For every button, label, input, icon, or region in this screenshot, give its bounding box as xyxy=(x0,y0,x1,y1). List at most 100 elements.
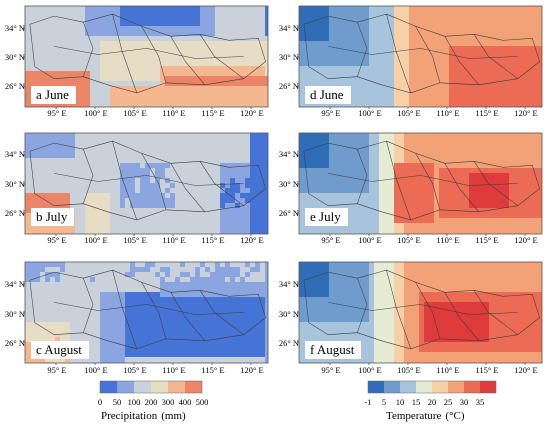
precip-tick-100: 100 xyxy=(127,397,141,407)
lat-label-26: 26° N xyxy=(278,338,299,348)
sub-basin-line xyxy=(415,26,441,83)
sub-basin-line xyxy=(357,22,368,77)
lon-label-105: 105° E xyxy=(123,365,147,375)
lat-label-26: 26° N xyxy=(4,81,25,91)
lon-label-115: 115° E xyxy=(201,235,225,245)
temp-colorbar-swatch xyxy=(400,381,416,393)
sub-basin-line xyxy=(328,173,518,186)
lat-label-34: 34° N xyxy=(4,149,25,159)
temp-tick-35: 35 xyxy=(475,397,485,407)
lon-label-95: 95° E xyxy=(47,365,67,375)
sub-basin-line xyxy=(444,36,480,85)
precip-tick-50: 50 xyxy=(112,397,122,407)
temp-colorbar-swatch xyxy=(432,381,448,393)
precip-legend-title: Precipitation (mm) xyxy=(101,410,186,423)
sub-basin-line xyxy=(54,173,244,186)
temp-legend-unit: (°C) xyxy=(445,410,465,422)
lon-label-105: 105° E xyxy=(397,235,421,245)
lat-label-30: 30° N xyxy=(278,179,299,189)
sub-basin-line xyxy=(54,46,244,59)
sub-basin-line xyxy=(199,290,244,335)
lon-label-95: 95° E xyxy=(321,365,341,375)
lon-label-120: 120° E xyxy=(514,108,538,118)
lon-label-110: 110° E xyxy=(162,108,186,118)
sub-basin-line xyxy=(83,278,94,333)
lat-label-34: 34° N xyxy=(4,279,25,289)
temp-tick-minus1: -1 xyxy=(364,397,372,407)
lon-label-105: 105° E xyxy=(123,108,147,118)
basin-boundary xyxy=(29,13,266,94)
temp-legend-title-text: Temperature xyxy=(386,410,442,422)
lat-label-34: 34° N xyxy=(278,23,299,33)
precip-colorbar-frame xyxy=(99,380,203,394)
precip-colorbar-swatch xyxy=(185,381,202,393)
lat-label-26: 26° N xyxy=(278,208,299,218)
lon-label-100: 100° E xyxy=(358,365,382,375)
lon-label-110: 110° E xyxy=(162,365,186,375)
sub-basin-line xyxy=(54,302,244,315)
lon-label-105: 105° E xyxy=(397,365,421,375)
panel-label-f: f August xyxy=(305,341,362,359)
sub-basin-line xyxy=(328,302,518,315)
lon-label-120: 120° E xyxy=(514,235,538,245)
lon-label-115: 115° E xyxy=(201,108,225,118)
precip-colorbar-swatch xyxy=(168,381,185,393)
sub-basin-line xyxy=(444,292,480,341)
panel-label-a: a June xyxy=(31,86,76,104)
lon-label-100: 100° E xyxy=(84,108,108,118)
lon-label-105: 105° E xyxy=(397,108,421,118)
sub-basin-line xyxy=(328,46,518,59)
precip-map-panel xyxy=(23,132,269,236)
lon-label-100: 100° E xyxy=(84,365,108,375)
lon-label-115: 115° E xyxy=(475,365,499,375)
temp-colorbar-swatch xyxy=(464,381,480,393)
raster-field xyxy=(299,133,542,234)
sub-basin-line xyxy=(170,163,206,212)
panel-label-c: c August xyxy=(31,341,89,359)
lon-label-115: 115° E xyxy=(201,365,225,375)
temp-colorbar-swatch xyxy=(384,381,400,393)
lon-label-115: 115° E xyxy=(475,108,499,118)
precip-colorbar xyxy=(99,380,203,394)
lon-label-100: 100° E xyxy=(84,235,108,245)
sub-basin-line xyxy=(199,34,244,79)
sub-basin-line xyxy=(357,149,368,204)
sub-basin-line xyxy=(141,26,167,83)
temp-tick-15: 15 xyxy=(411,397,421,407)
temp-map-panel xyxy=(297,132,543,236)
lat-label-34: 34° N xyxy=(278,149,299,159)
precip-tick-500: 500 xyxy=(195,397,209,407)
lat-label-30: 30° N xyxy=(278,52,299,62)
lat-label-26: 26° N xyxy=(278,81,299,91)
sub-basin-line xyxy=(170,292,206,341)
lat-label-30: 30° N xyxy=(278,309,299,319)
lon-label-120: 120° E xyxy=(514,365,538,375)
temp-colorbar xyxy=(367,380,497,394)
basin-boundary xyxy=(29,269,266,350)
lon-label-120: 120° E xyxy=(240,365,264,375)
basin-boundary xyxy=(303,140,540,221)
temp-colorbar-swatch xyxy=(416,381,432,393)
temp-tick-20: 20 xyxy=(427,397,437,407)
panel-frame xyxy=(24,132,269,235)
temp-colorbar-frame xyxy=(367,380,497,394)
basin-boundary xyxy=(303,269,540,350)
lon-label-95: 95° E xyxy=(47,108,67,118)
lon-label-110: 110° E xyxy=(436,108,460,118)
temp-tick-25: 25 xyxy=(443,397,453,407)
sub-basin-line xyxy=(473,34,518,79)
temp-map-panel xyxy=(297,5,543,109)
temp-tick-10: 10 xyxy=(395,397,405,407)
panel-label-b: b July xyxy=(31,208,75,226)
precip-tick-0: 0 xyxy=(97,397,103,407)
sub-basin-line xyxy=(357,278,368,333)
panel-frame xyxy=(298,132,543,235)
lon-label-110: 110° E xyxy=(162,235,186,245)
lon-label-100: 100° E xyxy=(358,108,382,118)
lat-label-34: 34° N xyxy=(4,23,25,33)
sub-basin-line xyxy=(415,282,441,339)
precip-colorbar-swatch xyxy=(100,381,117,393)
lon-label-120: 120° E xyxy=(240,235,264,245)
